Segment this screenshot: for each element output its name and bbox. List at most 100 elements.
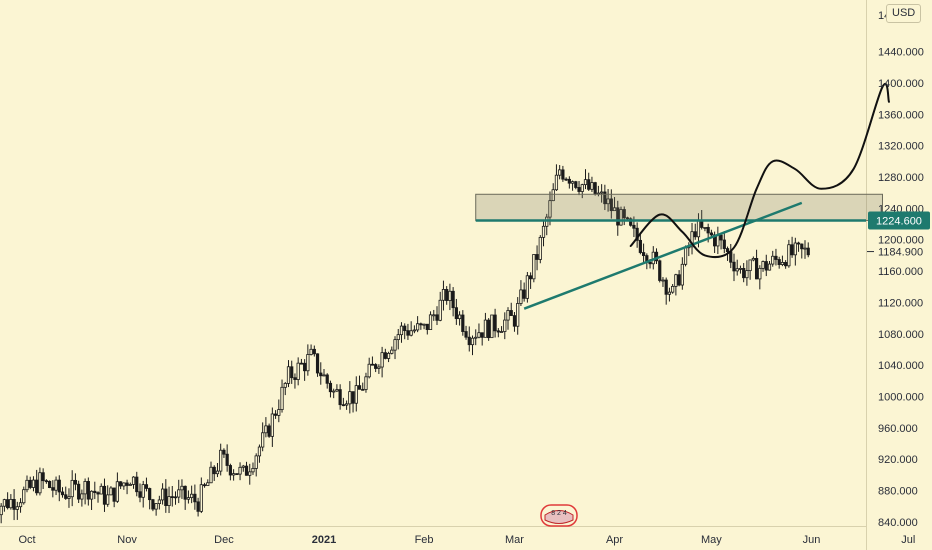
candle [796,241,801,252]
candle [257,444,262,463]
candle [477,323,481,339]
price-tick-label: 960.000 [878,423,918,435]
candle [622,206,626,226]
candle [270,407,274,447]
candle [125,479,129,495]
candle [590,176,594,193]
candle [374,363,378,373]
candle [516,297,520,335]
candle [190,485,194,504]
candle [112,487,116,508]
time-tick-label: Jun [803,534,821,546]
resistance-zone-rectangle[interactable] [475,193,883,221]
candle [228,463,232,481]
candle [35,469,39,496]
candle [419,322,423,330]
candle [784,260,788,269]
candle [680,257,684,290]
candle [361,382,365,391]
time-axis[interactable]: Oct Nov Dec 2021 Feb Mar Apr May Jun Jul [18,534,915,546]
candle [771,250,775,267]
level-price-tag [868,211,930,230]
price-axis[interactable]: 840.000 880.000 920.000 960.000 1000.000 1040… [878,10,924,529]
candle [677,270,681,287]
broker-logo: 8 2 4 [540,504,578,527]
projected-path-drawing[interactable] [629,83,890,259]
time-tick-label: May [701,534,722,546]
candle [525,272,529,303]
time-tick-label: Mar [505,534,524,546]
drawing-layer [475,83,890,310]
candle [758,265,762,290]
candle [554,164,559,191]
candle [803,240,807,259]
candle [545,213,549,236]
candle [806,242,810,258]
candle [538,235,542,264]
candle [328,380,333,398]
candle [344,400,349,410]
candle [558,165,562,180]
candle [22,486,26,505]
price-tick-label: 1200.000 [878,235,924,247]
candle [225,444,229,472]
candle [119,481,123,490]
candle [338,384,342,410]
time-tick-label: Feb [415,534,434,546]
candle [128,482,132,486]
candle [619,206,623,226]
currency-button[interactable]: USD [886,4,922,23]
candle [390,346,394,355]
candle [490,314,494,339]
candle [267,423,271,438]
logo-flag-shape [544,510,574,524]
candle [290,360,294,384]
candle [638,232,642,255]
price-tick-label: 920.000 [878,454,918,466]
candle [522,282,526,302]
candle [315,353,320,377]
candle [487,318,491,341]
candle [73,473,78,491]
candle [51,480,55,498]
candle [15,501,19,520]
candle [364,372,368,393]
candle [109,486,113,496]
candle [167,486,171,514]
candle [357,375,362,390]
candle [241,464,245,472]
candle [629,217,633,227]
candle [244,461,249,476]
candle [102,478,107,512]
candle [745,260,749,286]
candle [567,176,571,189]
candle [671,284,675,294]
candle [157,495,161,510]
candle [470,335,475,356]
candle [151,498,155,512]
candle [612,197,617,212]
candle [787,239,791,268]
candle [600,184,604,203]
candle [480,332,484,346]
candle [196,497,200,517]
candle [64,486,68,500]
candle [574,180,578,190]
candle [154,503,158,516]
candle [277,399,281,423]
candle [399,322,404,343]
candle [9,494,13,510]
candle [93,481,97,500]
candle [774,248,778,266]
support-trendline[interactable] [523,201,803,310]
candle [264,417,268,438]
candlestick-series [0,164,810,524]
candle [47,480,52,489]
candle [89,490,94,510]
time-tick-label: Apr [606,534,623,546]
candle [164,479,168,513]
candle [41,468,45,489]
time-tick-label: Dec [214,534,234,546]
candle [722,231,726,254]
